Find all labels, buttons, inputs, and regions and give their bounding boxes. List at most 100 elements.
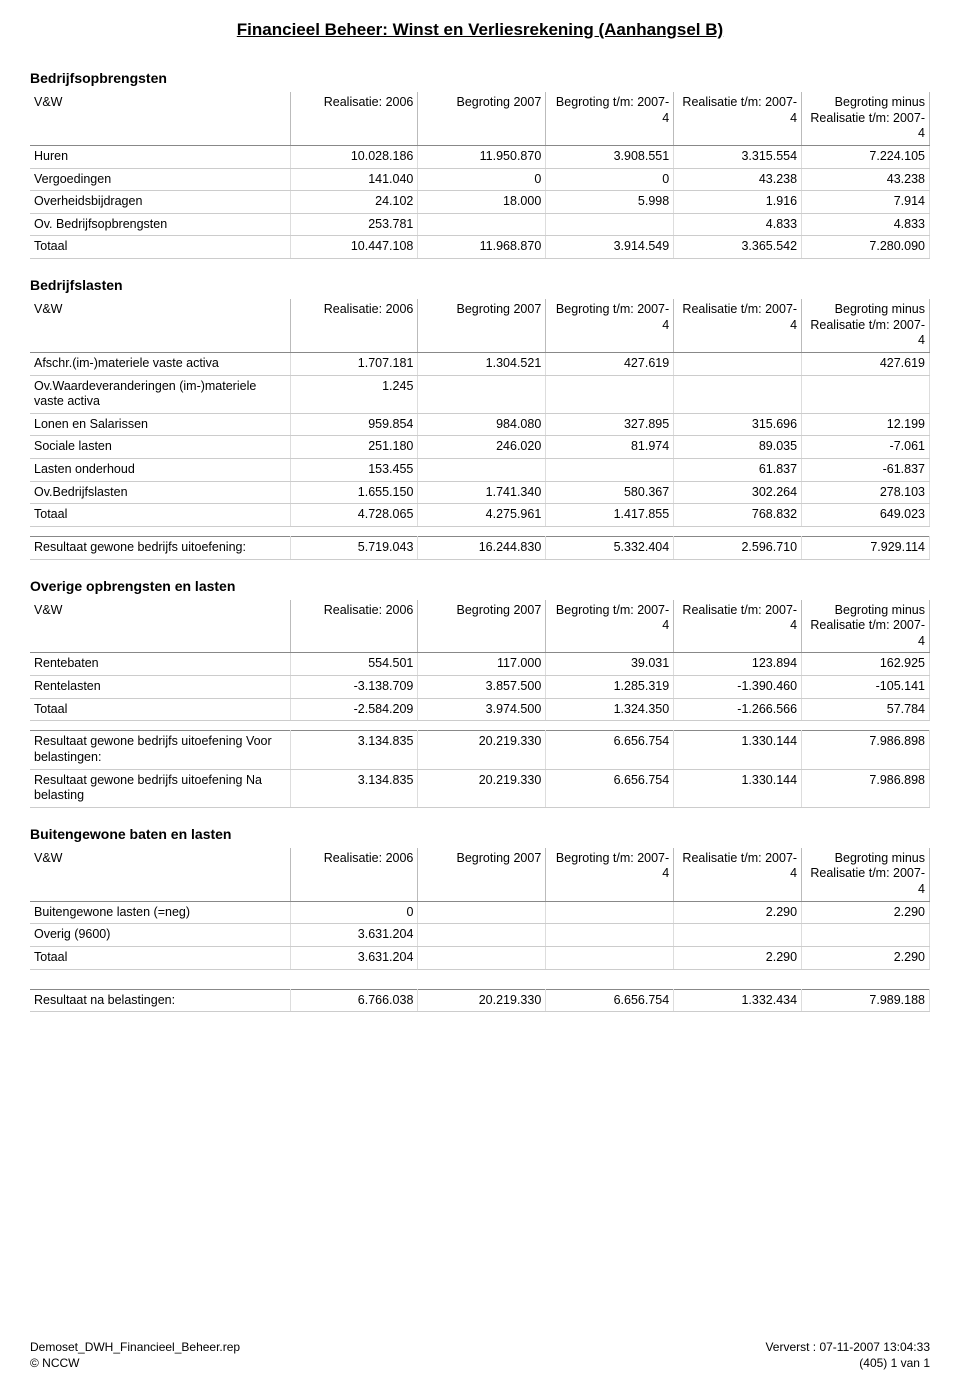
table-row: Vergoedingen141.0400043.23843.238 xyxy=(30,168,930,191)
col-realisatie-tm: Realisatie t/m: 2007-4 xyxy=(674,848,802,901)
cell: 1.655.150 xyxy=(290,481,418,504)
cell: 43.238 xyxy=(674,168,802,191)
cell: 580.367 xyxy=(546,481,674,504)
cell: 1.707.181 xyxy=(290,352,418,375)
cell: 5.998 xyxy=(546,191,674,214)
cell xyxy=(674,375,802,413)
row-label: Rentebaten xyxy=(30,653,290,676)
cell: 0 xyxy=(290,901,418,924)
col-realisatie-2006: Realisatie: 2006 xyxy=(290,848,418,901)
cell xyxy=(546,901,674,924)
col-minus: Begroting minus Realisatie t/m: 2007-4 xyxy=(802,600,930,653)
cell xyxy=(546,213,674,236)
col-realisatie-tm: Realisatie t/m: 2007-4 xyxy=(674,299,802,352)
cell: -61.837 xyxy=(802,459,930,482)
table-header-row: V&W Realisatie: 2006 Begroting 2007 Begr… xyxy=(30,848,930,901)
table-header-row: V&W Realisatie: 2006 Begroting 2007 Begr… xyxy=(30,92,930,145)
cell: 3.631.204 xyxy=(290,946,418,969)
cell: 1.330.144 xyxy=(674,731,802,769)
cell xyxy=(418,375,546,413)
cell: 427.619 xyxy=(546,352,674,375)
cell: 7.280.090 xyxy=(802,236,930,259)
table-row: Huren10.028.18611.950.8703.908.5513.315.… xyxy=(30,145,930,168)
cell: 7.914 xyxy=(802,191,930,214)
cell xyxy=(546,946,674,969)
cell: 141.040 xyxy=(290,168,418,191)
cell: 251.180 xyxy=(290,436,418,459)
table-row: Lonen en Salarissen959.854984.080327.895… xyxy=(30,413,930,436)
col-vw: V&W xyxy=(30,600,290,653)
cell: 7.989.188 xyxy=(802,989,930,1012)
cell: 649.023 xyxy=(802,504,930,527)
cell: 7.929.114 xyxy=(802,536,930,559)
cell: 768.832 xyxy=(674,504,802,527)
cell: 12.199 xyxy=(802,413,930,436)
cell xyxy=(418,946,546,969)
cell: 4.728.065 xyxy=(290,504,418,527)
cell: 61.837 xyxy=(674,459,802,482)
footer-page-number: (405) 1 van 1 xyxy=(859,1356,930,1370)
cell: 89.035 xyxy=(674,436,802,459)
row-label: Rentelasten xyxy=(30,676,290,699)
cell: -2.584.209 xyxy=(290,698,418,721)
cell xyxy=(418,459,546,482)
table-row: Ov. Bedrijfsopbrengsten253.7814.8334.833 xyxy=(30,213,930,236)
cell: 6.656.754 xyxy=(546,769,674,807)
cell: 6.766.038 xyxy=(290,989,418,1012)
cell: 20.219.330 xyxy=(418,769,546,807)
cell: 10.447.108 xyxy=(290,236,418,259)
table-row-totaal: Totaal10.447.10811.968.8703.914.5493.365… xyxy=(30,236,930,259)
col-begroting-tm: Begroting t/m: 2007-4 xyxy=(546,848,674,901)
cell: 302.264 xyxy=(674,481,802,504)
table-row: Overheidsbijdragen24.10218.0005.9981.916… xyxy=(30,191,930,214)
row-label: Buitengewone lasten (=neg) xyxy=(30,901,290,924)
cell: 278.103 xyxy=(802,481,930,504)
cell: 1.330.144 xyxy=(674,769,802,807)
cell: 3.974.500 xyxy=(418,698,546,721)
table-buitengewone: V&W Realisatie: 2006 Begroting 2007 Begr… xyxy=(30,848,930,1012)
cell: 427.619 xyxy=(802,352,930,375)
cell: 5.719.043 xyxy=(290,536,418,559)
table-row-totaal: Totaal-2.584.2093.974.5001.324.350-1.266… xyxy=(30,698,930,721)
cell: 7.986.898 xyxy=(802,769,930,807)
cell: 3.134.835 xyxy=(290,769,418,807)
cell: 11.950.870 xyxy=(418,145,546,168)
cell: 1.417.855 xyxy=(546,504,674,527)
row-label: Totaal xyxy=(30,698,290,721)
cell: 1.304.521 xyxy=(418,352,546,375)
cell: 10.028.186 xyxy=(290,145,418,168)
row-label: Totaal xyxy=(30,236,290,259)
row-label: Totaal xyxy=(30,946,290,969)
table-row-resultaat: Resultaat gewone bedrijfs uitoefening Na… xyxy=(30,769,930,807)
page-footer: Demoset_DWH_Financieel_Beheer.rep Verver… xyxy=(30,1338,930,1370)
cell: 0 xyxy=(546,168,674,191)
col-realisatie-tm: Realisatie t/m: 2007-4 xyxy=(674,600,802,653)
table-row: Overig (9600)3.631.204 xyxy=(30,924,930,947)
section-heading-overige: Overige opbrengsten en lasten xyxy=(30,578,930,594)
cell: 16.244.830 xyxy=(418,536,546,559)
table-header-row: V&W Realisatie: 2006 Begroting 2007 Begr… xyxy=(30,600,930,653)
cell: 246.020 xyxy=(418,436,546,459)
cell: 1.324.350 xyxy=(546,698,674,721)
table-bedrijfslasten: V&W Realisatie: 2006 Begroting 2007 Begr… xyxy=(30,299,930,560)
cell: 2.290 xyxy=(802,901,930,924)
cell xyxy=(802,924,930,947)
cell xyxy=(674,352,802,375)
row-label: Resultaat gewone bedrijfs uitoefening Na… xyxy=(30,769,290,807)
cell: 3.134.835 xyxy=(290,731,418,769)
cell: 2.290 xyxy=(674,946,802,969)
cell: 253.781 xyxy=(290,213,418,236)
cell xyxy=(546,375,674,413)
table-bedrijfsopbrengsten: V&W Realisatie: 2006 Begroting 2007 Begr… xyxy=(30,92,930,259)
row-label: Afschr.(im-)materiele vaste activa xyxy=(30,352,290,375)
col-begroting-2007: Begroting 2007 xyxy=(418,299,546,352)
row-label: Resultaat gewone bedrijfs uitoefening Vo… xyxy=(30,731,290,769)
cell: -1.266.566 xyxy=(674,698,802,721)
row-label: Resultaat na belastingen: xyxy=(30,989,290,1012)
cell: 3.365.542 xyxy=(674,236,802,259)
col-realisatie-tm: Realisatie t/m: 2007-4 xyxy=(674,92,802,145)
cell xyxy=(802,375,930,413)
footer-report-name: Demoset_DWH_Financieel_Beheer.rep xyxy=(30,1340,240,1354)
col-minus: Begroting minus Realisatie t/m: 2007-4 xyxy=(802,299,930,352)
col-begroting-tm: Begroting t/m: 2007-4 xyxy=(546,92,674,145)
